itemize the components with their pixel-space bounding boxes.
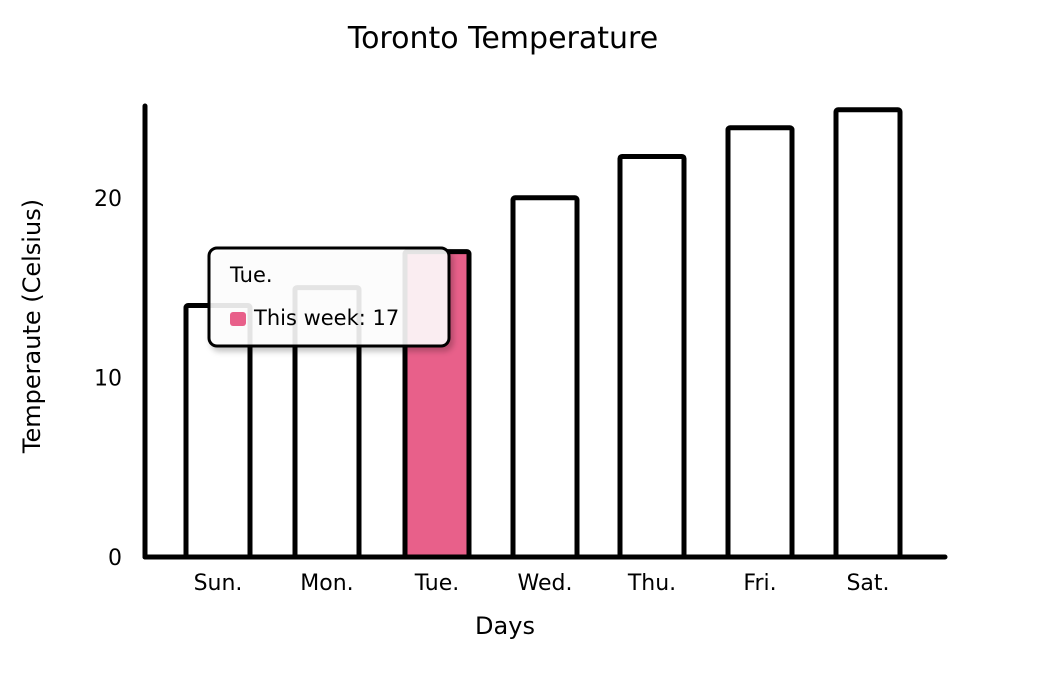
tooltip-swatch [230,312,246,326]
x-axis-label: Days [475,612,535,640]
tooltip-box [207,246,451,348]
chart-title: Toronto Temperature [347,21,658,56]
tooltip: Tue. This week: 17 [207,246,451,348]
x-tick-label: Fri. [743,571,776,596]
y-tick-label: 10 [94,366,122,391]
tooltip-title: Tue. [229,263,273,287]
bar-thu [617,153,687,560]
x-tick-label: Thu. [627,571,676,596]
bars-layer [183,107,903,560]
x-tick-label: Tue. [414,571,460,596]
bar-sat [833,107,903,560]
y-tick-label: 0 [108,546,122,571]
x-tick-label: Sat. [846,571,889,596]
x-tick-label: Wed. [518,571,573,596]
tooltip-value: This week: 17 [253,306,399,330]
y-axis-label: Temperaute (Celsius) [18,199,46,454]
bar-fri [725,125,795,560]
x-tick-label: Mon. [300,571,353,596]
bar-wed [510,195,580,560]
ticks-layer: 0 10 20 Sun. Mon. Tue. Wed. Thu. Fri. Sat. [94,187,890,596]
y-tick-label: 20 [94,187,122,212]
axes-layer [142,103,948,560]
x-tick-label: Sun. [194,571,243,596]
